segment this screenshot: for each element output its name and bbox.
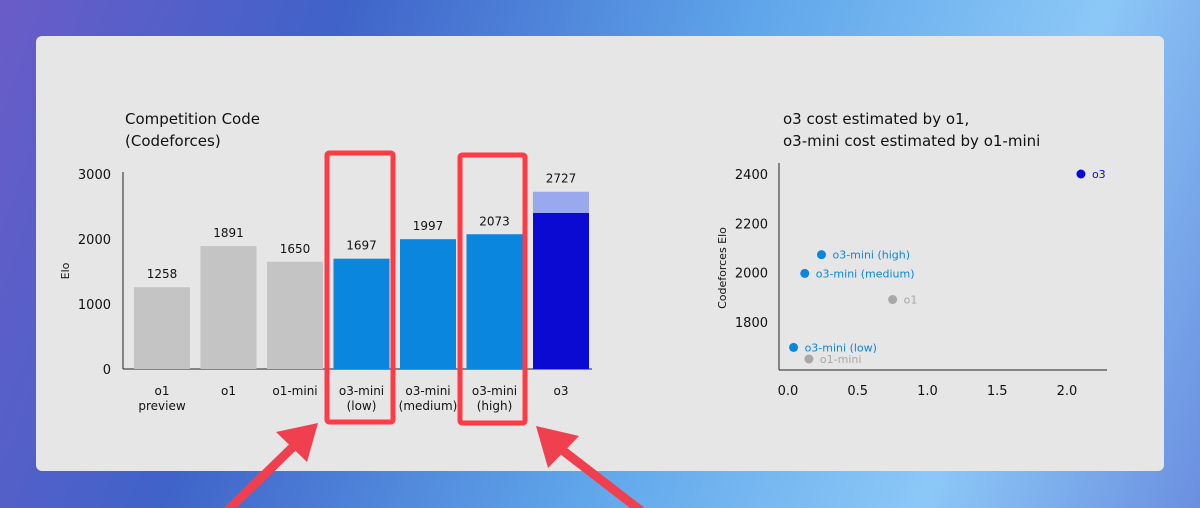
scatter-point — [816, 250, 826, 260]
category-label: o1 preview — [138, 384, 185, 413]
scatter-point — [1076, 169, 1086, 179]
y-tick-label: 2000 — [78, 233, 111, 248]
category-label: o3-mini (medium) — [399, 384, 458, 413]
y-tick-label: 0 — [103, 363, 111, 378]
point-label: o3 — [1092, 168, 1106, 181]
bar — [400, 239, 456, 369]
bar — [134, 287, 190, 369]
bar — [466, 234, 523, 369]
arrow-left-shaft — [223, 436, 304, 508]
point-label: o1-mini — [820, 353, 862, 366]
scatter-point — [804, 354, 814, 364]
category-label: o3-mini (high) — [472, 384, 517, 413]
x-tick-label: 1.5 — [987, 384, 1008, 399]
bar-o3 — [533, 213, 589, 369]
bar-value-label: 1891 — [213, 226, 244, 240]
y-tick-label: 3000 — [78, 168, 111, 183]
bar-value-label: 2727 — [546, 172, 577, 186]
category-label: o3-mini (low) — [339, 384, 384, 413]
y-tick-label: 2200 — [735, 217, 768, 232]
category-label: o3 — [554, 384, 569, 398]
y-tick-label: 1000 — [78, 298, 111, 313]
arrow-right-shaft — [552, 441, 645, 508]
x-tick-label: 2.0 — [1057, 384, 1078, 399]
point-label: o3-mini (low) — [805, 341, 877, 354]
point-label: o3-mini (high) — [832, 249, 910, 262]
bar — [200, 246, 257, 369]
highlight-box-o3-mini-low — [324, 150, 396, 425]
category-label: o1 — [221, 384, 236, 398]
bar-value-label: 1697 — [346, 239, 377, 253]
bar — [267, 261, 323, 369]
x-tick-label: 1.0 — [917, 384, 938, 399]
arrow-left-head — [276, 423, 318, 462]
scatter-point — [800, 268, 810, 278]
scatter-chart-title: o3 cost estimated by o1, o3-mini cost es… — [783, 110, 1041, 150]
x-tick-label: 0.0 — [778, 384, 799, 399]
scatter-point — [789, 342, 799, 352]
bar-chart-title: Competition Code (Codeforces) — [125, 110, 260, 150]
y-tick-label: 1800 — [735, 316, 768, 331]
highlight-box-o3-mini-high — [457, 152, 528, 426]
y-axis-label: Codeforces Elo — [716, 227, 729, 309]
y-tick-label: 2400 — [735, 168, 768, 183]
y-tick-label: 2000 — [735, 267, 768, 282]
arrow-right-head — [536, 426, 579, 468]
x-tick-label: 0.5 — [847, 384, 868, 399]
point-label: o3-mini (medium) — [816, 267, 915, 280]
scatter-point — [888, 295, 898, 305]
bar-value-label: 1997 — [413, 219, 444, 233]
bar-value-label: 2073 — [479, 214, 510, 228]
point-label: o1 — [904, 294, 918, 307]
bar — [333, 258, 390, 369]
y-axis-label: Elo — [59, 262, 72, 279]
bar-value-label: 1650 — [280, 242, 311, 256]
category-label: o1-mini — [272, 384, 317, 398]
bar-value-label: 1258 — [147, 267, 178, 281]
